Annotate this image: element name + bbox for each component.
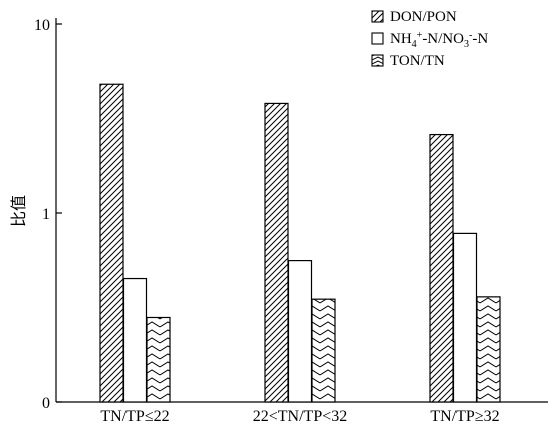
bar — [476, 296, 501, 403]
bar — [99, 83, 124, 403]
legend-label: NH4+-N/NO3--N — [390, 30, 488, 50]
y-tick-label: 1 — [42, 206, 50, 223]
legend-label: TON/TN — [390, 53, 445, 69]
legend-swatch — [371, 10, 384, 23]
legend-swatch — [371, 54, 384, 67]
bar — [452, 232, 478, 403]
bar — [122, 277, 148, 403]
x-tick-label: TN/TP≥32 — [430, 408, 499, 425]
y-tick-label: 0 — [42, 395, 50, 412]
y-axis-title: 比值 — [9, 195, 28, 227]
legend-swatch — [371, 32, 384, 45]
x-tick-label: TN/TP≤22 — [100, 408, 169, 425]
bar — [429, 133, 454, 403]
bar — [287, 259, 313, 403]
bar — [146, 316, 171, 403]
y-tick-label: 10 — [34, 17, 50, 34]
legend-label: DON/PON — [390, 9, 457, 25]
bar — [264, 102, 289, 403]
x-tick-label: 22<TN/TP<32 — [253, 408, 348, 425]
bar — [311, 298, 336, 403]
